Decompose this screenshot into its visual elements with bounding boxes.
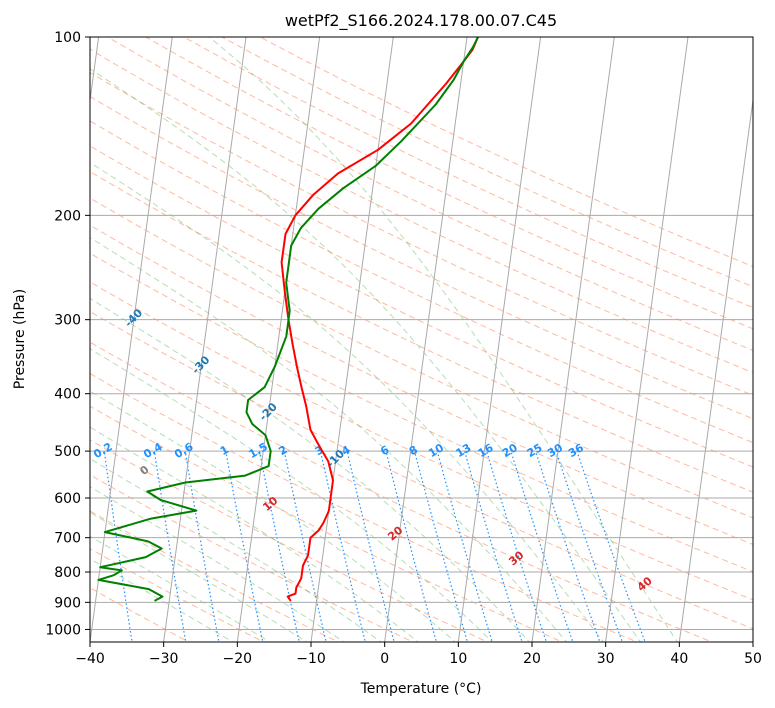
y-axis-ticks: 100 200 300 400 500 600 700 800 900 1000 — [45, 30, 90, 638]
profile-series — [97, 37, 479, 602]
y-tick-label: 600 — [54, 491, 81, 507]
mixing-ratio-line — [486, 450, 547, 642]
temperature-profile-line — [280, 37, 479, 602]
isotherm-line — [90, 37, 173, 642]
dry-adiabat-line — [90, 48, 753, 374]
dry-adiabat-line — [90, 252, 753, 573]
mixing-ratio-line — [283, 450, 327, 642]
moist-adiabat-line — [90, 558, 234, 642]
y-tick-label: 800 — [54, 565, 81, 581]
mixing-ratio-line — [576, 450, 646, 642]
mixing-ratio-line — [258, 450, 300, 642]
isotherm-line — [236, 37, 321, 642]
moist-adiabat-line — [90, 426, 419, 642]
x-tick-label: 10 — [449, 651, 467, 667]
isotherm-line — [310, 37, 394, 642]
moist-adiabat-line — [90, 348, 494, 642]
isotherm-line — [384, 37, 468, 642]
x-tick-label: −30 — [149, 651, 179, 667]
mixing-ratio-line — [510, 450, 574, 642]
isotherm-line — [678, 96, 753, 642]
dry-adiabat-line — [90, 373, 639, 642]
chart-title: wetPf2_S166.2024.178.00.07.C45 — [285, 11, 557, 31]
moist-adiabat-line — [90, 511, 308, 642]
mixing-ratio-line — [464, 450, 523, 642]
moist-adiabat-line — [90, 390, 456, 642]
y-tick-label: 100 — [54, 30, 81, 46]
isotherm-line — [605, 37, 689, 642]
dry-adiabat-line — [90, 281, 753, 601]
mixing-ratio-line — [555, 450, 624, 642]
isotherm-line — [457, 37, 542, 642]
dry-adiabat-line — [90, 120, 753, 444]
x-tick-label: 30 — [597, 651, 615, 667]
moist-adiabat-line — [90, 535, 271, 642]
mixing-ratio-line — [535, 450, 601, 642]
dewpoint-profile-line — [97, 37, 479, 602]
x-tick-label: −20 — [223, 651, 253, 667]
y-tick-label: 300 — [54, 313, 81, 329]
mixing-ratio-line — [346, 450, 395, 642]
plot-frame — [89, 36, 754, 643]
dry-adiabat-line — [90, 341, 714, 642]
x-tick-label: 20 — [523, 651, 541, 667]
x-axis-ticks: −40 −30 −20 −10 0 10 20 30 40 50 — [75, 642, 762, 667]
y-tick-label: 1000 — [45, 622, 81, 638]
x-tick-label: 0 — [380, 651, 389, 667]
dry-adiabat-line — [90, 224, 753, 545]
dry-adiabat-line — [90, 197, 753, 519]
y-tick-label: 700 — [54, 531, 81, 547]
y-tick-label: 200 — [54, 208, 81, 224]
dry-adiabat-line — [90, 145, 753, 468]
mixing-ratio-line — [436, 450, 493, 642]
isotherm-line — [163, 37, 247, 642]
y-tick-label: 500 — [54, 444, 81, 460]
mixing-ratio-line — [184, 451, 220, 642]
moist-adiabat-line — [90, 486, 345, 642]
y-tick-label: 900 — [54, 595, 81, 611]
dry-adiabat-line — [90, 474, 415, 642]
dry-adiabat-line — [183, 37, 753, 309]
x-axis-label: Temperature (°C) — [360, 681, 482, 697]
isotherm-line — [531, 37, 615, 642]
y-axis-label: Pressure (hPa) — [12, 289, 28, 389]
mixing-ratio-line — [385, 450, 438, 642]
x-tick-label: −40 — [75, 651, 105, 667]
x-tick-label: 40 — [670, 651, 688, 667]
y-tick-label: 400 — [54, 387, 81, 403]
x-tick-label: −10 — [296, 651, 326, 667]
skewed-isotherms — [90, 37, 753, 642]
moist-adiabat-line — [90, 297, 531, 642]
x-tick-label: 50 — [744, 651, 762, 667]
mixing-ratio-line — [153, 451, 187, 642]
pressure-gridlines — [90, 37, 753, 630]
